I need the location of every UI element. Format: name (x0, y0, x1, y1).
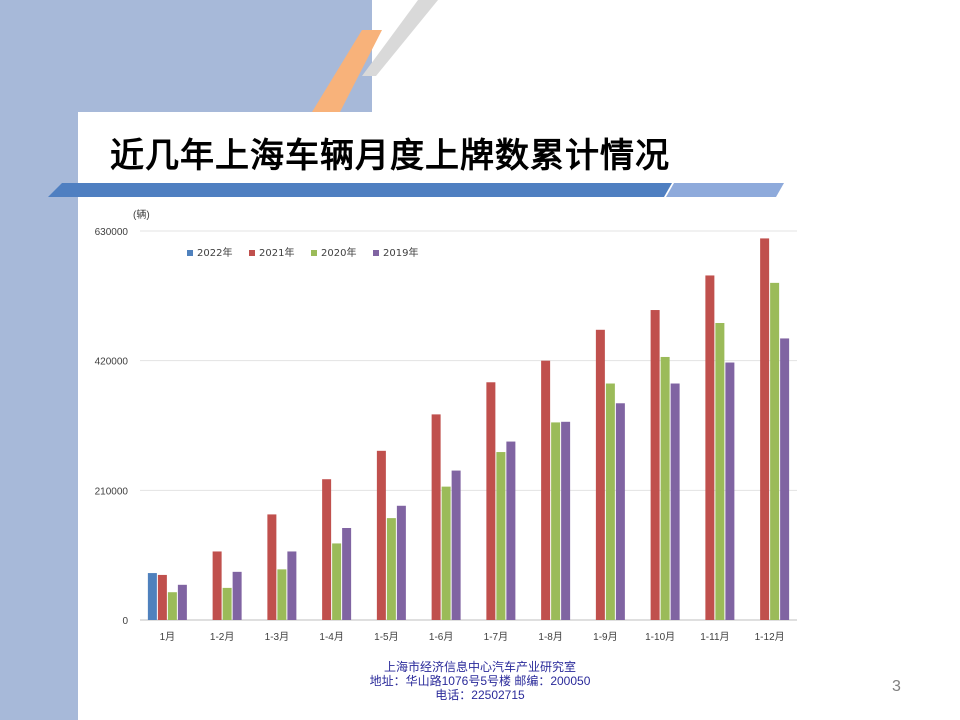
legend-label: 2020年 (321, 246, 356, 259)
x-tick-label: 1-9月 (593, 631, 617, 643)
y-tick-label: 630000 (95, 227, 129, 238)
bar-2020年-1-11月 (715, 323, 725, 620)
bar-2020年-1-4月 (332, 543, 342, 620)
bar-2019年-1-4月 (342, 527, 352, 620)
bar-2020年-1-6月 (441, 486, 451, 620)
axis-layer: 0 210000 420000 630000 (辆) 1月 1-2月 1-3月 1-4月 1-5月… (95, 208, 785, 643)
y-tick-label: 420000 (95, 357, 129, 368)
x-tick-label: 1-11月 (700, 631, 729, 643)
bar-2020年-1-12月 (770, 282, 780, 620)
bar-2021年-1-2月 (212, 551, 222, 620)
orange-stripe (312, 30, 382, 112)
bar-2021年-1-3月 (267, 514, 277, 620)
bar-2021年-1-10月 (650, 310, 660, 620)
x-tick-label: 1-6月 (429, 631, 453, 643)
y-axis-label: (辆) (133, 208, 150, 221)
y-tick-label: 0 (122, 616, 128, 627)
footer-info: 上海市经济信息中心汽车产业研究室 地址：华山路1076号5号楼 邮编：20005… (330, 660, 630, 702)
bar-2019年-1-12月 (780, 338, 790, 620)
top-decor-band (0, 0, 372, 112)
bar-2021年-1-6月 (431, 414, 441, 620)
bar-2019年-1-7月 (506, 441, 516, 620)
bar-2019年-1月 (177, 584, 187, 620)
bar-2019年-1-9月 (615, 403, 625, 620)
x-tick-label: 1-12月 (755, 631, 785, 643)
legend-swatch (373, 250, 379, 256)
x-tick-label: 1-4月 (319, 631, 343, 643)
underline-bar-main (48, 183, 672, 197)
x-tick-label: 1-10月 (645, 631, 675, 643)
footer-phone: 电话：22502715 (435, 688, 525, 702)
bar-2020年-1-9月 (605, 383, 615, 620)
x-tick-label: 1月 (160, 631, 176, 643)
bar-2019年-1-10月 (670, 383, 680, 620)
underline-bar-light (666, 183, 784, 197)
footer-org: 上海市经济信息中心汽车产业研究室 (383, 660, 576, 674)
bar-2021年-1-9月 (595, 329, 605, 620)
bar-2022年-1月 (147, 573, 157, 620)
bar-2020年-1月 (167, 592, 177, 620)
bar-2021年-1-4月 (322, 479, 332, 620)
x-tick-label: 1-3月 (265, 631, 289, 643)
legend-label: 2021年 (259, 246, 294, 259)
legend-label: 2019年 (383, 246, 418, 259)
bar-2021年-1-5月 (376, 450, 386, 620)
bar-2019年-1-5月 (396, 505, 406, 620)
legend-swatch (187, 250, 193, 256)
bar-2021年-1-11月 (705, 275, 715, 620)
bar-2021年-1-8月 (541, 360, 551, 620)
bar-2019年-1-6月 (451, 470, 461, 620)
bar-2019年-1-2月 (232, 571, 242, 620)
bar-2021年-1月 (157, 574, 167, 620)
gray-stripe (362, 0, 438, 76)
x-tick-label: 1-5月 (374, 631, 398, 643)
y-tick-label: 210000 (95, 486, 129, 497)
legend-label: 2022年 (197, 246, 232, 259)
bar-2020年-1-2月 (222, 587, 232, 620)
legend-swatch (249, 250, 255, 256)
x-tick-label: 1-7月 (484, 631, 508, 643)
bar-2020年-1-8月 (551, 422, 561, 620)
bar-2020年-1-5月 (386, 518, 396, 620)
title-card (78, 112, 778, 192)
x-tick-label: 1-8月 (538, 631, 562, 643)
left-decor-band (0, 0, 78, 720)
bar-2019年-1-11月 (725, 362, 735, 620)
page-number: 3 (892, 678, 901, 695)
bar-2019年-1-3月 (287, 551, 297, 620)
chart-legend: 2022年 2021年 2020年 2019年 (187, 246, 418, 259)
bar-2020年-1-7月 (496, 452, 506, 620)
grid-layer (140, 230, 797, 621)
bar-2021年-1-12月 (760, 238, 770, 620)
bar-2020年-1-3月 (277, 569, 287, 620)
legend-swatch (311, 250, 317, 256)
bar-2019年-1-8月 (561, 421, 571, 620)
bar-2021年-1-7月 (486, 382, 496, 620)
slide-title: 近几年上海车辆月度上牌数累计情况 (110, 136, 670, 176)
footer-address: 地址：华山路1076号5号楼 邮编：200050 (369, 674, 591, 688)
bar-2020年-1-10月 (660, 356, 670, 620)
bars-layer (147, 238, 790, 620)
x-tick-label: 1-2月 (210, 631, 234, 643)
